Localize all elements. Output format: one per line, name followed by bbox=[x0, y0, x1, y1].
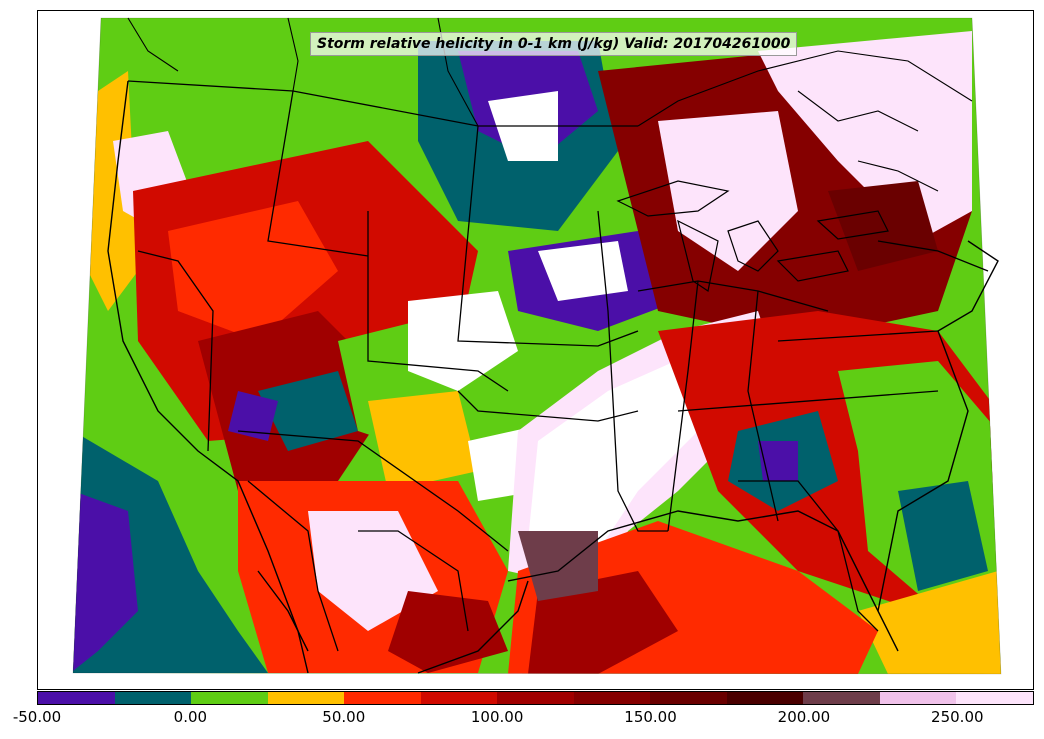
colorbar-segment bbox=[573, 692, 651, 704]
colorbar-tick-label: 250.00 bbox=[931, 708, 984, 726]
colorbar bbox=[37, 691, 1034, 705]
great-lakes bbox=[616, 180, 889, 292]
colorbar-segment bbox=[114, 692, 192, 704]
colorbar-tick-label: -50.00 bbox=[12, 708, 62, 726]
coastlines bbox=[107, 80, 999, 674]
helicity-field bbox=[73, 18, 1001, 674]
colorbar-tick-label: 0.00 bbox=[173, 708, 208, 726]
colorbar-ticks: -50.00 0.00 50.00 100.00 150.00 200.00 250.00 bbox=[0, 708, 1044, 732]
colorbar-tick-label: 150.00 bbox=[624, 708, 677, 726]
colorbar-tick-label: 100.00 bbox=[470, 708, 524, 726]
colorbar-segment bbox=[497, 692, 574, 704]
colorbar-segment bbox=[879, 692, 957, 704]
state-borders bbox=[127, 80, 989, 652]
map-frame: Storm relative helicity in 0-1 km (J/kg)… bbox=[37, 10, 1034, 690]
colorbar-segment bbox=[191, 692, 268, 704]
colorbar-segment bbox=[726, 692, 804, 704]
map-title: Storm relative helicity in 0-1 km (J/kg)… bbox=[310, 32, 798, 56]
colorbar-segment bbox=[803, 692, 880, 704]
colorbar-segment bbox=[420, 692, 498, 704]
colorbar-tick-label: 200.00 bbox=[777, 708, 831, 726]
colorbar-segment bbox=[267, 692, 345, 704]
colorbar-segment bbox=[38, 692, 115, 704]
helicity-map bbox=[72, 17, 1002, 675]
colorbar-segment bbox=[956, 692, 1033, 704]
canada-lines bbox=[127, 17, 973, 192]
colorbar-segment bbox=[344, 692, 421, 704]
colorbar-tick-label: 50.00 bbox=[322, 708, 366, 726]
colorbar-segment bbox=[650, 692, 727, 704]
